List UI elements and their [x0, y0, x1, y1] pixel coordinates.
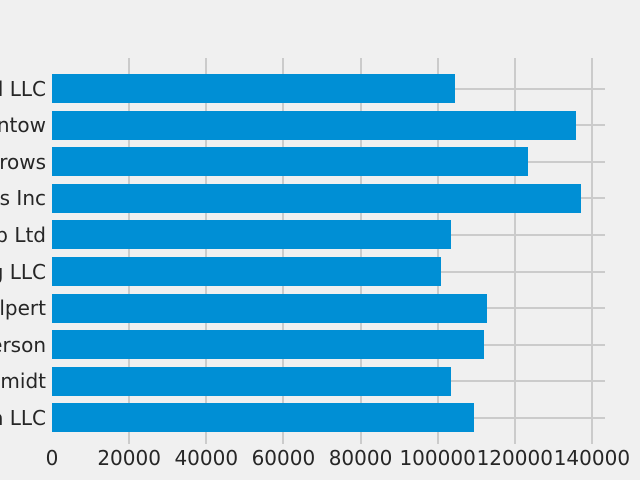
y-tick-label: p Ltd	[0, 222, 46, 247]
bar	[52, 257, 442, 286]
bar	[52, 220, 451, 250]
x-tick-label: 100000	[399, 446, 476, 470]
x-tick-label: 140000	[553, 446, 631, 470]
x-tick-label: 0	[45, 446, 59, 470]
x-tick-label: 60000	[251, 446, 316, 470]
x-tick-label: 40000	[174, 446, 239, 470]
y-tick-label: s Inc	[0, 186, 46, 211]
bar	[52, 110, 577, 140]
x-tick-label: 120000	[476, 446, 553, 470]
y-tick-label: ntow	[0, 113, 46, 138]
bar	[52, 403, 474, 433]
grid-line-vertical	[359, 58, 362, 444]
grid-line-vertical	[205, 58, 208, 444]
bar	[52, 147, 528, 177]
y-tick-label: lpert	[0, 296, 46, 321]
x-tick-label: 80000	[328, 446, 393, 470]
bar	[52, 74, 455, 103]
y-tick-label: l LLC	[0, 76, 46, 101]
y-tick-label: g LLC	[0, 259, 46, 284]
bar	[52, 366, 451, 396]
y-tick-label: n LLC	[0, 405, 46, 430]
grid-line-vertical	[128, 58, 131, 444]
grid-line-vertical	[282, 58, 285, 444]
grid-line-vertical	[436, 58, 439, 444]
bar	[52, 183, 581, 213]
y-tick-label: midt	[0, 369, 46, 394]
y-tick-label: erson	[0, 332, 46, 357]
bar	[52, 293, 487, 323]
bar	[52, 330, 484, 360]
grid-line-vertical	[513, 58, 516, 444]
y-tick-label: rows	[0, 149, 46, 174]
grid-line-vertical	[590, 58, 593, 444]
x-tick-label: 20000	[97, 446, 161, 470]
